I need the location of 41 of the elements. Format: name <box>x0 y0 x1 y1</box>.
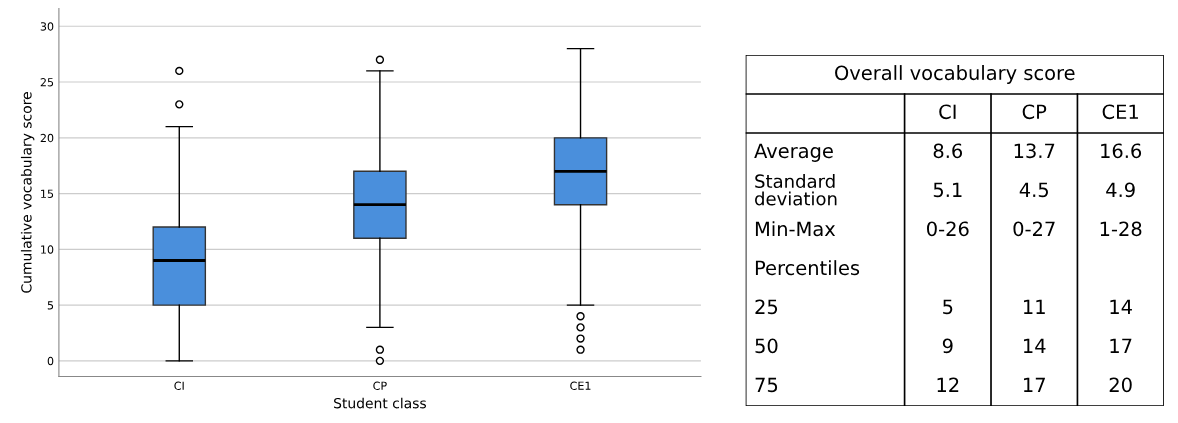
text: 13.7 <box>1014 143 1055 159</box>
category-label: 50 <box>755 338 778 354</box>
y-tick-label: 5 <box>47 301 54 310</box>
text: 1-28 <box>1100 221 1142 237</box>
category-label: CE1 <box>1102 104 1138 120</box>
category-label: 75 <box>755 377 778 393</box>
category-label: CI <box>939 104 956 120</box>
category-label: Min-Max <box>755 221 836 237</box>
category-label: CP <box>1022 104 1047 120</box>
text: 14 <box>1110 299 1132 314</box>
text: 5.1 <box>933 182 962 198</box>
text: 17 <box>1023 377 1045 392</box>
category-label: Percentiles <box>755 260 860 276</box>
y-tick-label: 15 <box>41 189 54 198</box>
text: 5 <box>943 299 953 315</box>
y-tick-label: 20 <box>40 133 54 143</box>
y-tick-label: 10 <box>41 245 54 254</box>
y-tick-label: 25 <box>40 78 54 87</box>
category-label: Standard deviation <box>755 174 837 206</box>
text: Overall vocabulary score <box>835 65 1075 84</box>
text: 4.9 <box>1106 182 1135 198</box>
x-tick-label: CP <box>373 381 387 390</box>
y-tick-label: 0 <box>47 356 54 366</box>
y-tick-label: 30 <box>40 22 54 31</box>
text: 9 <box>942 338 953 354</box>
text: 12 <box>937 377 959 392</box>
text: 0-26 <box>927 221 969 237</box>
category-label: Average <box>754 143 833 162</box>
x-tick-label: CE1 <box>570 381 591 390</box>
x-tick-label: CI <box>174 381 184 390</box>
text: 11 <box>1023 299 1045 314</box>
text: 4.5 <box>1019 182 1048 198</box>
x-axis-title: Student class <box>334 397 427 409</box>
text: 8.6 <box>933 143 963 159</box>
category-label: 25 <box>755 299 778 315</box>
text: 14 <box>1023 338 1046 353</box>
text: 0-27 <box>1013 221 1055 237</box>
text: 20 <box>1109 377 1132 393</box>
text: 17 <box>1110 338 1132 353</box>
text: 16.6 <box>1101 143 1142 159</box>
y-axis-title: Cumulative vocabulary score <box>20 92 35 293</box>
